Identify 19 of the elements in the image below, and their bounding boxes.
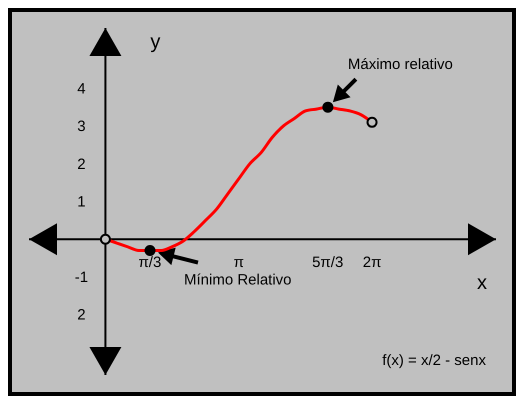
y-axis-title: y	[150, 31, 160, 53]
y-tick-label: 3	[77, 118, 86, 136]
y-tick-label: 2	[77, 156, 86, 173]
x-axis-title: x	[477, 272, 487, 294]
y-tick-label: 2	[77, 306, 86, 324]
x-tick-label: π/3	[138, 254, 162, 272]
y-tick-label: 1	[77, 194, 86, 210]
point	[322, 102, 334, 113]
point	[100, 234, 111, 245]
x-tick-label: 2π	[362, 254, 382, 272]
x-tick-label: π	[234, 254, 244, 272]
point	[366, 116, 378, 128]
annotation: f(x) = x/2 - senx	[382, 352, 486, 369]
annotation: Máximo relativo	[348, 56, 453, 74]
annotation: Mínimo Relativo	[184, 272, 292, 289]
y-tick-label: -1	[74, 268, 88, 286]
x-tick-label: 5π/3	[312, 254, 344, 272]
point	[144, 245, 156, 256]
y-tick-label: 4	[77, 80, 86, 98]
